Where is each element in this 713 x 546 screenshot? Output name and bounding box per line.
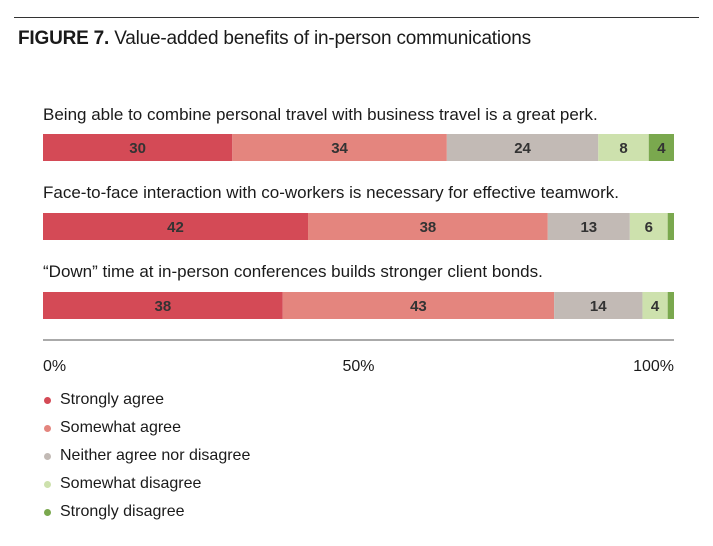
legend-swatch (44, 452, 51, 460)
legend-label: Somewhat agree (60, 419, 181, 436)
bar-segment (667, 213, 674, 240)
bar-segment (43, 292, 283, 319)
figure-number: FIGURE 7. (18, 28, 110, 49)
legend-item: Somewhat agree (44, 414, 250, 442)
legend-label: Neither agree nor disagree (60, 447, 251, 464)
data-label: 38 (420, 219, 437, 236)
legend-swatch (44, 424, 51, 432)
legend-item: Neither agree nor disagree (44, 442, 250, 470)
legend-item: Strongly disagree (44, 498, 250, 526)
bar-segment (308, 213, 548, 240)
chart-legend: Strongly agree Somewhat agree Neither agre… (44, 386, 250, 526)
bar-segment (43, 213, 309, 240)
data-label: 8 (619, 140, 627, 157)
data-label: 38 (155, 298, 172, 315)
bar-segment (598, 134, 649, 161)
legend-swatch (44, 480, 51, 488)
category-label: “Down” time at in-person conferences bui… (43, 262, 543, 281)
bar-segment (642, 292, 668, 319)
data-label: 4 (657, 140, 666, 157)
legend-label: Strongly disagree (60, 503, 185, 520)
figure-title: FIGURE 7. Value-added benefits of in-per… (18, 28, 531, 50)
data-label: 24 (514, 140, 531, 157)
legend-label: Somewhat disagree (60, 475, 202, 492)
data-label: 6 (645, 219, 653, 236)
bar-segment (629, 213, 668, 240)
legend-item: Somewhat disagree (44, 470, 250, 498)
data-label: 30 (129, 140, 146, 157)
bar-segment (232, 134, 447, 161)
data-label: 14 (590, 298, 607, 315)
legend-label: Strongly agree (60, 391, 165, 408)
stacked-bar-chart: Being able to combine personal travel wi… (43, 105, 674, 375)
category-label: Being able to combine personal travel wi… (43, 105, 598, 124)
legend-swatch (44, 396, 51, 404)
legend-item: Strongly agree (44, 386, 250, 414)
figure-title-text: Value-added benefits of in-person commun… (114, 28, 531, 49)
x-tick-label: 100% (633, 358, 674, 375)
bar-segment (43, 134, 233, 161)
bar-segment (547, 213, 630, 240)
bar-segment (446, 134, 599, 161)
x-tick-label: 50% (342, 358, 374, 375)
category-label: Face-to-face interaction with co-workers… (43, 183, 619, 202)
bar-segment (282, 292, 555, 319)
data-label: 4 (651, 298, 660, 315)
bar-segment (648, 134, 674, 161)
bar-segment (667, 292, 674, 319)
bar-segment (554, 292, 643, 319)
data-label: 13 (580, 219, 597, 236)
data-label: 43 (410, 298, 427, 315)
legend-swatch (44, 508, 51, 516)
data-label: 34 (331, 140, 348, 157)
top-rule (14, 17, 699, 18)
data-label: 42 (167, 219, 184, 236)
x-tick-label: 0% (43, 358, 66, 375)
